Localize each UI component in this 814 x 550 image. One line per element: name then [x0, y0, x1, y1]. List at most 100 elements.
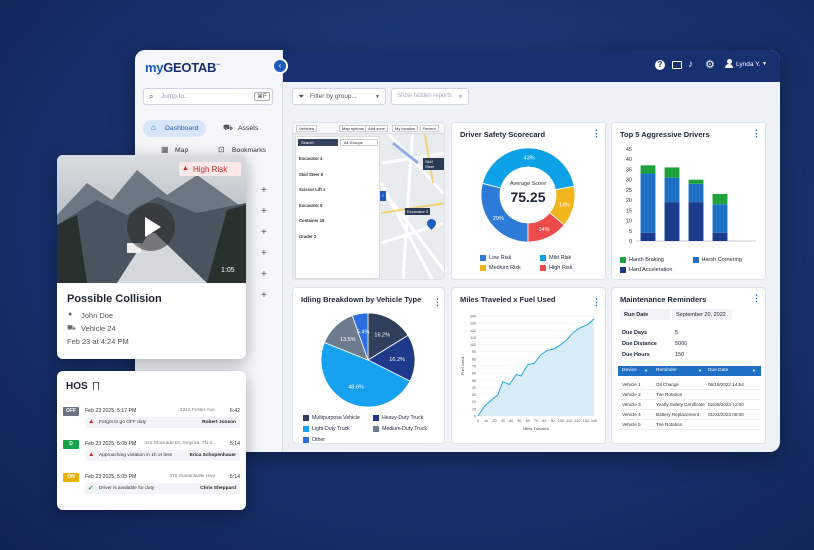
table-cell: 01/02/2023 08:00	[708, 412, 744, 417]
more-options-icon[interactable]: ⋮	[592, 128, 601, 138]
collision-card[interactable]: ▲ ▲ High Risk 1:05 Possible Collision ● …	[57, 155, 246, 359]
vehicles-dropdown[interactable]: Vehicles	[296, 125, 317, 132]
bar[interactable]	[712, 204, 728, 233]
more-options-icon[interactable]: ⋮	[752, 293, 761, 303]
more-options-icon[interactable]: ⋮	[433, 297, 442, 307]
pie-slice[interactable]	[367, 312, 409, 361]
legend-item[interactable]: Heavy-Duty Truck	[373, 413, 443, 424]
mail-icon[interactable]	[672, 61, 682, 69]
column-reminder[interactable]: Reminder	[656, 368, 677, 373]
list-item[interactable]: Excavator 5	[299, 202, 323, 208]
bar[interactable]	[712, 193, 728, 205]
hos-row[interactable]: OFF Feb 23 2025, 5:17 PM 2312 Foster Ave. 6…	[63, 407, 240, 435]
hidden-reports-select[interactable]: Show hidden reports ▼	[391, 88, 469, 105]
group-filter[interactable]: ⏷ Filter by group... ▼	[292, 88, 386, 105]
play-button[interactable]	[127, 203, 175, 251]
table-row[interactable]: Vehicle 2 Tire Rotation	[618, 390, 761, 400]
driver-name[interactable]: Chris Sheppard	[200, 486, 236, 491]
vehicle-name[interactable]: Vehicle 24	[81, 324, 116, 333]
collapse-list-button[interactable]: ‹	[380, 191, 386, 201]
bar[interactable]	[688, 202, 704, 241]
legend-item[interactable]: Hard Acceleration	[620, 265, 693, 275]
bar[interactable]	[664, 202, 680, 241]
help-icon[interactable]: ?	[655, 60, 665, 70]
legend-item[interactable]: Medium-Duty Truck	[373, 424, 443, 435]
y-tick-label: 30	[626, 178, 632, 184]
driver-name[interactable]: Robert Jonson	[202, 420, 236, 425]
vehicle-list[interactable]: Excavator 4 Skid Steer 8 Scissor Lift 1 …	[299, 151, 325, 244]
sort-icon[interactable]: ▼	[644, 368, 648, 373]
recent-button[interactable]: Recent	[420, 125, 439, 132]
map-options-button[interactable]: Map options	[339, 125, 367, 132]
search-input[interactable]: ⌕ Jump to... ⌘F	[143, 88, 273, 105]
hos-row[interactable]: ON Feb 23 2025, 5:05 PM 470 Sundinsville H…	[63, 473, 240, 501]
legend-item[interactable]: Multipurpose Vehicle	[303, 413, 373, 424]
legend-item[interactable]: High Risk	[540, 263, 600, 273]
run-date-value[interactable]: September 20, 2022	[672, 309, 732, 320]
list-item[interactable]: Scissor Lift 1	[299, 187, 326, 192]
bar[interactable]	[664, 177, 680, 203]
bar[interactable]	[712, 232, 728, 241]
legend-item[interactable]: Harsh Cornering	[692, 255, 766, 265]
driver-name[interactable]: Erica Schopenhauer	[189, 453, 236, 458]
miles-card: Miles Traveled x Fuel Used ⋮ 0 10 20 30 40 50…	[451, 287, 606, 444]
driver-name[interactable]: John Doe	[81, 311, 114, 320]
table-cell: Vehicle 4	[622, 412, 641, 417]
more-options-icon[interactable]: ⋮	[592, 297, 601, 307]
bar[interactable]	[640, 232, 656, 241]
bar[interactable]	[640, 165, 656, 174]
idling-card: Idling Breakdown by Vehicle Type ⋮ 16.2%…	[292, 287, 445, 444]
list-item[interactable]: Grader 2	[299, 233, 317, 239]
bar[interactable]	[688, 179, 704, 184]
bell-icon[interactable]: ♪	[688, 59, 693, 70]
pie-slice[interactable]	[367, 334, 416, 382]
hos-row[interactable]: D Feb 23 2025, 5:05 PM 422 Stockade Dr, Sm…	[63, 440, 240, 468]
series-line[interactable]	[477, 318, 595, 417]
hos-time: Feb 23 2025, 5:05 PM	[85, 441, 137, 447]
collapse-sidebar-button[interactable]: ‹	[272, 58, 288, 74]
legend-item[interactable]: Other	[303, 435, 373, 446]
gear-icon[interactable]: ⚙	[705, 59, 715, 71]
pie-slice[interactable]	[320, 341, 411, 408]
sidebar-item-bookmarks[interactable]: ⊡ Bookmarks	[218, 145, 266, 154]
my-location-button[interactable]: My location	[392, 125, 419, 132]
sidebar-item-map[interactable]: ▦ Map	[161, 145, 189, 154]
sidebar-item-assets[interactable]: ⛟ Assets	[223, 123, 259, 132]
legend-item[interactable]: Light-Duty Truck	[303, 424, 373, 435]
sidebar-expand-icons[interactable]: + + + + + +	[261, 185, 267, 301]
add-zone-button[interactable]: Add zone	[365, 125, 388, 132]
table-row[interactable]: Vehicle 5 Tire Rotation	[618, 420, 761, 430]
sidebar-item-dashboard[interactable]: ⌂ Dashboard	[143, 120, 206, 137]
pie-slice[interactable]	[527, 212, 565, 243]
map-search-input[interactable]: Search	[298, 139, 338, 146]
column-due-date[interactable]: Due Date	[708, 368, 729, 373]
map-marker-label[interactable]: Excavator 3	[405, 208, 431, 215]
bar[interactable]	[664, 167, 680, 178]
legend-item[interactable]: Medium Risk	[480, 263, 540, 273]
user-name[interactable]: Lynda Y.	[736, 61, 761, 68]
group-select[interactable]: All Groups	[340, 139, 378, 146]
map-marker-label[interactable]: Skid Steer	[423, 158, 444, 170]
sort-icon[interactable]: ▼	[698, 368, 702, 373]
list-item[interactable]: Excavator 4	[299, 156, 323, 161]
more-options-icon[interactable]: ⋮	[752, 128, 761, 138]
bar[interactable]	[640, 173, 656, 233]
list-item[interactable]: Skid Steer 8	[299, 171, 323, 177]
legend-item[interactable]: Low Risk	[480, 253, 540, 263]
bookmark-icon[interactable]	[93, 382, 99, 390]
legend-item[interactable]: Mild Risk	[540, 253, 600, 263]
table-row[interactable]: Vehicle 3 Yearly Safety Certificate 02/08/…	[618, 400, 761, 410]
scorecard-donut-chart: 29% 43% 14% 14%	[480, 147, 576, 243]
user-menu-chevron-icon[interactable]: ▼	[762, 61, 767, 67]
vehicle-list-panel: Search All Groups Excavator 4 Skid Steer…	[295, 136, 380, 279]
legend-item[interactable]: Harsh Braking	[620, 255, 693, 265]
pie-slice[interactable]	[351, 312, 369, 361]
list-item[interactable]: Container 15	[299, 218, 325, 223]
column-device[interactable]: Device	[622, 368, 637, 373]
table-row[interactable]: Vehicle 1 Oil Change 06/18/2022 14:54	[618, 380, 761, 390]
table-row[interactable]: Vehicle 4 Battery Replacement 01/02/2023 0…	[618, 410, 761, 420]
sort-icon[interactable]: ▼	[752, 368, 756, 373]
brand-logo[interactable]: myGEOTAB™	[145, 60, 220, 75]
bar[interactable]	[688, 183, 704, 203]
pie-slice[interactable]	[481, 147, 575, 191]
